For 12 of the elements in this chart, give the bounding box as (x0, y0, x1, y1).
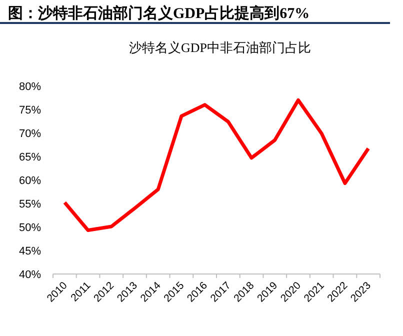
y-tick-label: 80% (18, 81, 42, 93)
y-tick-label: 55% (18, 198, 42, 210)
y-tick-label: 45% (18, 246, 42, 258)
subtitle: 沙特名义GDP中非石油部门占比 (129, 40, 311, 55)
y-tick-label: 65% (18, 152, 42, 164)
y-tick-label: 50% (18, 222, 42, 234)
y-tick-label: 70% (18, 128, 42, 140)
title: 图：沙特非石油部门名义GDP占比提高到67% (8, 6, 310, 22)
y-tick-label: 40% (18, 269, 42, 281)
y-tick-label: 75% (18, 104, 42, 116)
line-series (62, 98, 370, 232)
y-tick-label: 60% (18, 175, 42, 187)
